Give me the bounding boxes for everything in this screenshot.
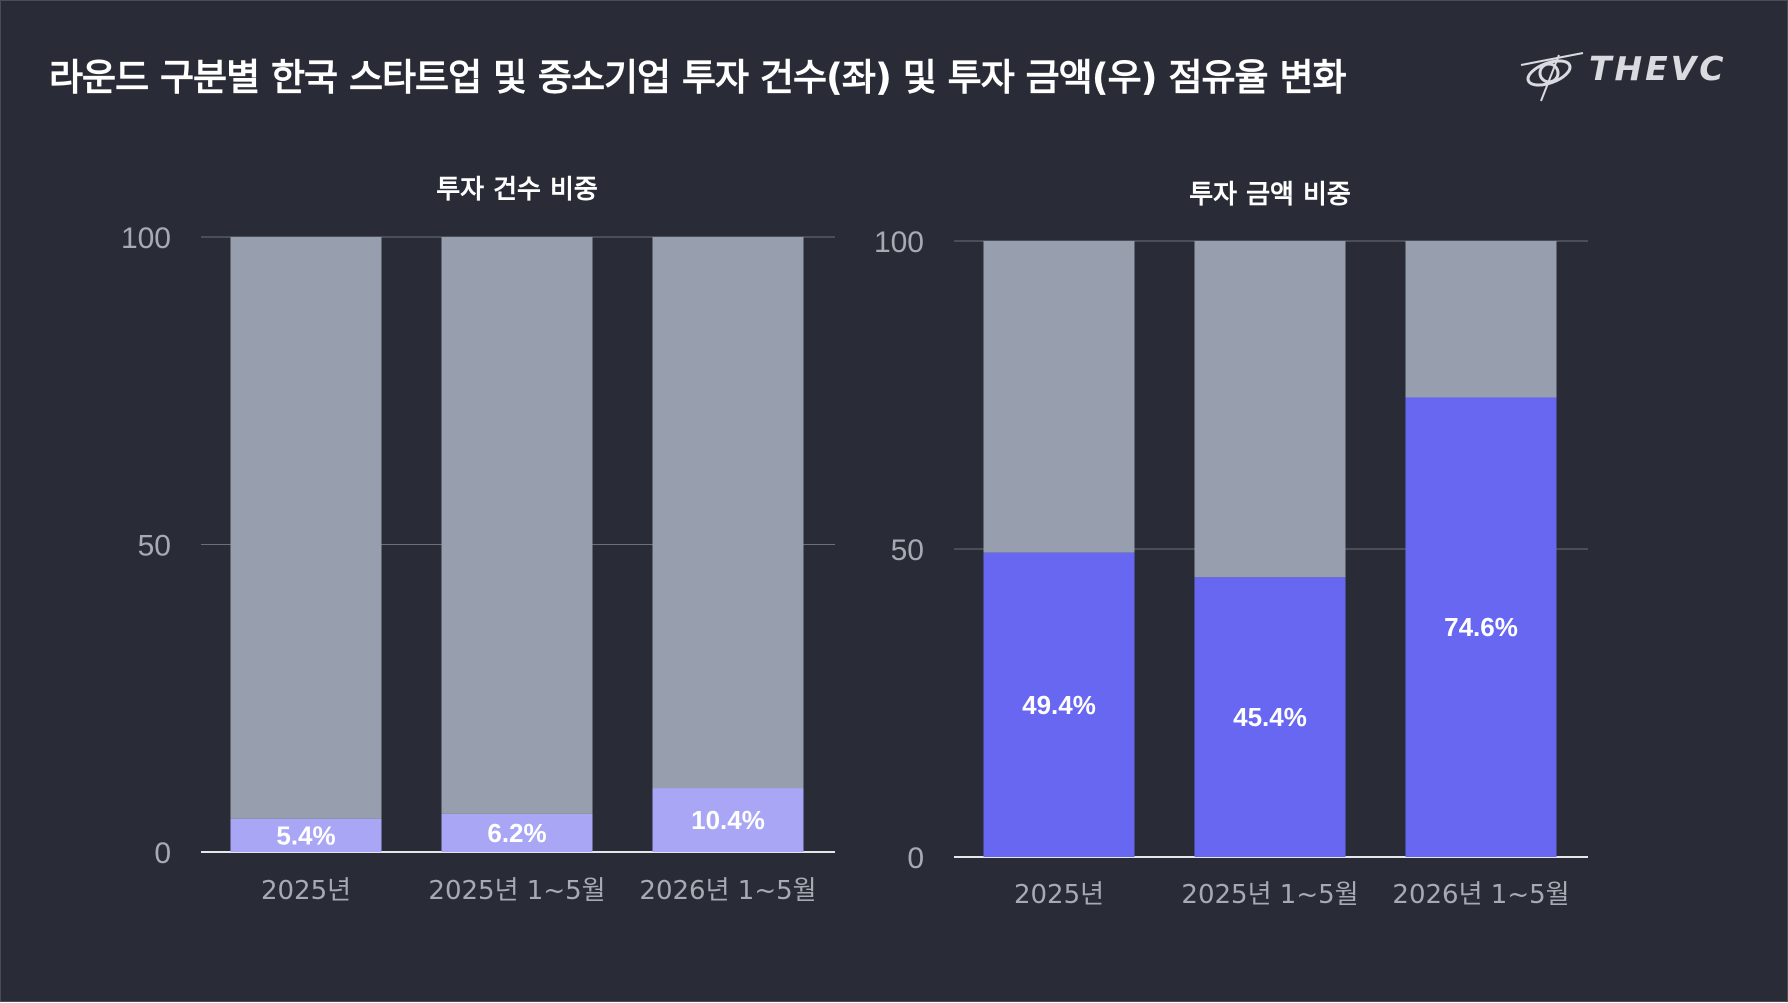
x-category-label: 2025년 1~5월	[428, 876, 605, 906]
bar-segment-share	[983, 552, 1135, 857]
data-label: 45.4%	[1233, 702, 1307, 732]
bar-segment-share	[1194, 577, 1346, 857]
data-label: 49.4%	[1022, 690, 1096, 720]
data-label: 74.6%	[1444, 612, 1518, 642]
y-tick-label: 0	[154, 837, 171, 870]
y-tick-label: 50	[138, 530, 171, 563]
x-category-label: 2026년 1~5월	[639, 876, 816, 906]
bar-segment-share	[1405, 397, 1557, 857]
y-tick-label: 100	[874, 226, 924, 259]
y-tick-label: 0	[907, 842, 924, 875]
x-category-label: 2025년 1~5월	[1181, 880, 1358, 910]
bar-segment-remainder	[441, 237, 593, 814]
data-label: 5.4%	[276, 820, 335, 850]
data-label: 6.2%	[487, 818, 546, 848]
bar-segment-remainder	[230, 237, 382, 819]
chart-title: 투자 금액 비중	[1189, 180, 1351, 210]
x-category-label: 2026년 1~5월	[1392, 880, 1569, 910]
bar-segment-share	[230, 818, 382, 852]
chart-title: 투자 건수 비중	[436, 175, 598, 205]
data-label: 10.4%	[691, 805, 765, 835]
x-category-label: 2025년	[261, 876, 351, 906]
chart-left-panel: 투자 건수 비중 0 50 100 5.4% 2025년 6.2% 2025년 1~5월 10.…	[1, 1, 895, 1003]
logo-text: THEVC	[1589, 49, 1727, 88]
bar-segment-share	[652, 788, 804, 852]
bar-segment-remainder	[983, 241, 1135, 553]
chart-left-svg: 투자 건수 비중 0 50 100 5.4% 2025년 6.2% 2025년 1~5월 10.…	[121, 175, 835, 906]
y-tick-label: 50	[891, 534, 924, 567]
page-title: 라운드 구분별 한국 스타트업 및 중소기업 투자 건수(좌) 및 투자 금액(…	[49, 56, 1347, 99]
thevc-orbit-logo-icon	[1520, 52, 1584, 102]
bar-segment-remainder	[1405, 241, 1557, 398]
bar-segment-share	[441, 813, 593, 852]
bar-segment-remainder	[1194, 241, 1346, 578]
bar-segment-remainder	[652, 237, 804, 789]
x-category-label: 2025년	[1014, 880, 1104, 910]
y-tick-label: 100	[121, 222, 171, 255]
thevc-logo: THEVC	[1511, 43, 1741, 107]
